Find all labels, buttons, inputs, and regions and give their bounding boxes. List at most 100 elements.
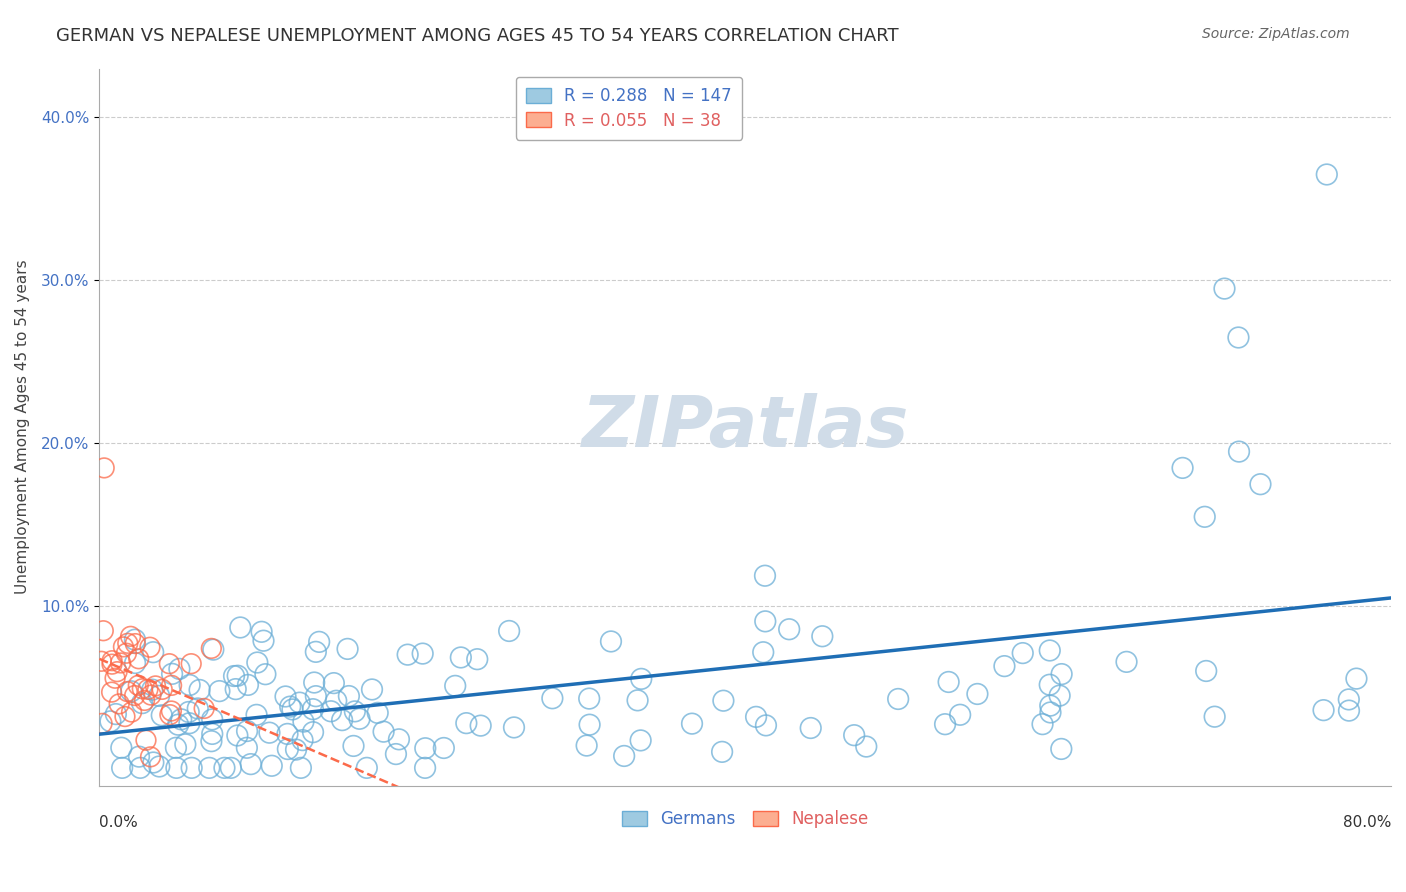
Germans bbox=[1227, 330, 1250, 344]
Germans bbox=[236, 724, 259, 739]
Germans bbox=[450, 650, 472, 665]
Germans bbox=[167, 717, 190, 731]
Germans bbox=[1115, 655, 1137, 669]
Germans bbox=[278, 699, 301, 714]
Germans bbox=[252, 633, 274, 648]
Germans bbox=[465, 652, 488, 666]
Germans bbox=[413, 741, 436, 756]
Germans bbox=[1049, 689, 1071, 703]
Germans bbox=[938, 675, 960, 690]
Germans bbox=[800, 721, 823, 735]
Germans bbox=[713, 694, 735, 708]
Germans bbox=[198, 761, 221, 775]
Germans bbox=[169, 662, 191, 676]
Germans bbox=[308, 635, 330, 649]
Germans bbox=[778, 622, 800, 636]
Germans bbox=[201, 727, 224, 741]
Germans bbox=[626, 693, 648, 707]
Germans bbox=[336, 641, 359, 656]
Nepalese bbox=[160, 704, 183, 718]
Nepalese bbox=[136, 682, 159, 697]
Germans bbox=[325, 694, 347, 708]
Legend: Germans, Nepalese: Germans, Nepalese bbox=[616, 804, 875, 835]
Germans bbox=[349, 712, 371, 726]
Nepalese bbox=[193, 701, 215, 715]
Nepalese bbox=[124, 689, 146, 703]
Germans bbox=[245, 707, 267, 722]
Germans bbox=[844, 728, 866, 742]
Germans bbox=[1011, 646, 1033, 660]
Germans bbox=[285, 742, 308, 756]
Germans bbox=[630, 733, 652, 747]
Nepalese bbox=[110, 656, 132, 670]
Nepalese bbox=[105, 665, 128, 679]
Germans bbox=[754, 568, 776, 582]
Germans bbox=[225, 682, 247, 697]
Germans bbox=[343, 705, 366, 719]
Germans bbox=[1039, 678, 1062, 692]
Nepalese bbox=[160, 678, 183, 692]
Germans bbox=[177, 705, 200, 719]
Nepalese bbox=[117, 636, 139, 650]
Germans bbox=[711, 745, 734, 759]
Germans bbox=[1050, 742, 1073, 756]
Germans bbox=[322, 676, 344, 690]
Nepalese bbox=[101, 657, 124, 672]
Germans bbox=[433, 741, 456, 756]
Nepalese bbox=[91, 624, 114, 638]
Germans bbox=[236, 740, 259, 755]
Germans bbox=[111, 761, 134, 775]
Germans bbox=[201, 713, 224, 727]
Germans bbox=[229, 620, 252, 634]
Germans bbox=[274, 690, 297, 704]
Germans bbox=[174, 737, 197, 751]
Germans bbox=[110, 740, 132, 755]
Germans bbox=[150, 708, 173, 723]
Nepalese bbox=[114, 709, 136, 723]
Nepalese bbox=[131, 681, 153, 696]
Germans bbox=[1249, 477, 1271, 491]
Germans bbox=[578, 691, 600, 706]
Germans bbox=[124, 632, 146, 647]
Nepalese bbox=[139, 688, 162, 702]
Germans bbox=[1337, 692, 1360, 706]
Nepalese bbox=[112, 640, 135, 654]
Germans bbox=[226, 729, 249, 743]
Germans bbox=[202, 642, 225, 657]
Germans bbox=[373, 724, 395, 739]
Nepalese bbox=[180, 657, 202, 671]
Text: GERMAN VS NEPALESE UNEMPLOYMENT AMONG AGES 45 TO 54 YEARS CORRELATION CHART: GERMAN VS NEPALESE UNEMPLOYMENT AMONG AG… bbox=[56, 27, 898, 45]
Germans bbox=[1050, 667, 1073, 681]
Germans bbox=[1337, 704, 1360, 718]
Germans bbox=[367, 706, 389, 720]
Germans bbox=[811, 629, 834, 643]
Germans bbox=[541, 691, 564, 706]
Germans bbox=[259, 725, 281, 739]
Germans bbox=[254, 667, 277, 681]
Germans bbox=[226, 669, 249, 683]
Nepalese bbox=[150, 682, 173, 697]
Nepalese bbox=[115, 646, 138, 660]
Germans bbox=[1194, 509, 1216, 524]
Nepalese bbox=[120, 629, 142, 643]
Germans bbox=[208, 684, 231, 698]
Nepalese bbox=[159, 707, 181, 722]
Germans bbox=[170, 712, 193, 726]
Germans bbox=[681, 716, 703, 731]
Germans bbox=[1227, 444, 1250, 458]
Nepalese bbox=[101, 654, 124, 668]
Germans bbox=[129, 761, 152, 775]
Germans bbox=[456, 716, 478, 731]
Germans bbox=[342, 739, 364, 753]
Text: 80.0%: 80.0% bbox=[1343, 815, 1391, 830]
Germans bbox=[104, 707, 127, 722]
Germans bbox=[470, 718, 492, 732]
Germans bbox=[1039, 643, 1062, 657]
Germans bbox=[160, 666, 183, 681]
Germans bbox=[142, 645, 165, 659]
Germans bbox=[302, 702, 325, 716]
Germans bbox=[292, 714, 315, 729]
Germans bbox=[356, 761, 378, 775]
Germans bbox=[1213, 282, 1236, 296]
Germans bbox=[120, 684, 142, 698]
